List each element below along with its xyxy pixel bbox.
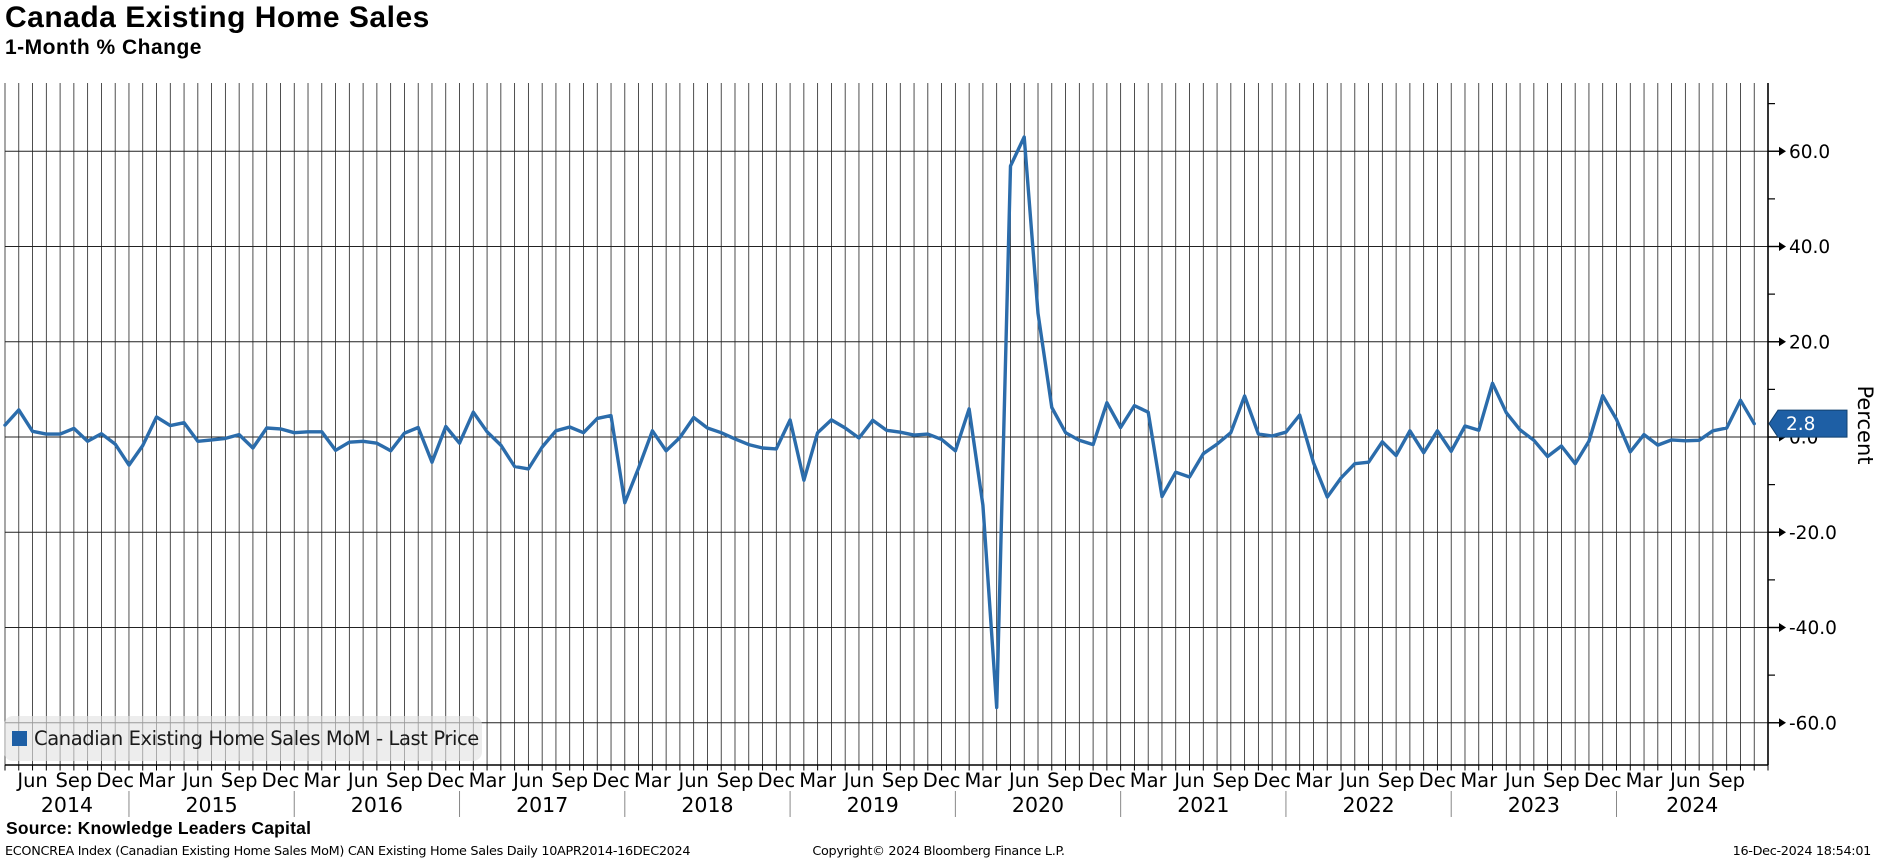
series-line xyxy=(3,135,1756,710)
svg-text:Sep: Sep xyxy=(717,769,754,792)
svg-text:-20.0: -20.0 xyxy=(1789,523,1837,544)
footer-timestamp: 16-Dec-2024 18:54:01 xyxy=(1732,844,1872,859)
svg-text:Jun: Jun xyxy=(842,769,874,792)
svg-text:40.0: 40.0 xyxy=(1789,237,1830,258)
svg-text:Mar: Mar xyxy=(469,769,507,792)
year-dividers xyxy=(128,791,1617,817)
svg-text:Dec: Dec xyxy=(592,769,630,792)
svg-text:Mar: Mar xyxy=(1295,769,1333,792)
svg-text:2023: 2023 xyxy=(1508,793,1560,817)
svg-text:Dec: Dec xyxy=(1253,769,1291,792)
svg-text:Jun: Jun xyxy=(1503,769,1535,792)
svg-text:Sep: Sep xyxy=(1378,769,1415,792)
last-price-flag: 2.8 xyxy=(1768,409,1848,438)
svg-text:Sep: Sep xyxy=(386,769,423,792)
svg-text:Jun: Jun xyxy=(1338,769,1370,792)
svg-text:Mar: Mar xyxy=(799,769,837,792)
page-title: Canada Existing Home Sales xyxy=(5,1,430,34)
x-axis xyxy=(4,764,1769,771)
svg-text:2015: 2015 xyxy=(186,793,238,817)
svg-text:Jun: Jun xyxy=(15,769,47,792)
svg-text:Sep: Sep xyxy=(1212,769,1249,792)
svg-text:Dec: Dec xyxy=(757,769,795,792)
svg-text:2022: 2022 xyxy=(1342,793,1394,817)
svg-text:Mar: Mar xyxy=(1130,769,1168,792)
svg-text:Jun: Jun xyxy=(1668,769,1700,792)
svg-text:Dec: Dec xyxy=(923,769,961,792)
svg-text:Jun: Jun xyxy=(676,769,708,792)
svg-text:2014: 2014 xyxy=(41,793,93,817)
svg-text:Jun: Jun xyxy=(511,769,543,792)
svg-text:2017: 2017 xyxy=(516,793,568,817)
svg-text:Mar: Mar xyxy=(303,769,341,792)
svg-text:2020: 2020 xyxy=(1012,793,1064,817)
chart-subtitle: 1-Month % Change xyxy=(5,36,202,59)
svg-text:Dec: Dec xyxy=(427,769,465,792)
svg-text:Sep: Sep xyxy=(551,769,588,792)
x-tick-labels: Jun Sep Dec Mar Jun Sep Dec Mar Jun Sep Dec Mar Jun S… xyxy=(15,769,1745,792)
svg-text:Sep: Sep xyxy=(1543,769,1580,792)
svg-text:2019: 2019 xyxy=(847,793,899,817)
svg-text:Sep: Sep xyxy=(1708,769,1745,792)
year-labels: 2014 2015 2016 2017 2018 2019 2020 2021 2022 2023… xyxy=(41,793,1718,817)
legend-series-label: Canadian Existing Home Sales MoM - Last … xyxy=(34,727,479,750)
svg-text:Sep: Sep xyxy=(221,769,258,792)
svg-text:Jun: Jun xyxy=(346,769,378,792)
svg-text:2018: 2018 xyxy=(681,793,733,817)
svg-text:Jun: Jun xyxy=(1007,769,1039,792)
svg-text:2.8: 2.8 xyxy=(1786,414,1815,435)
source-note: Source: Knowledge Leaders Capital xyxy=(6,818,312,838)
y-axis-title: Percent xyxy=(1853,385,1877,464)
svg-text:20.0: 20.0 xyxy=(1789,332,1830,353)
svg-text:Mar: Mar xyxy=(634,769,672,792)
svg-text:-40.0: -40.0 xyxy=(1789,618,1837,639)
svg-text:Mar: Mar xyxy=(1460,769,1498,792)
svg-text:60.0: 60.0 xyxy=(1789,142,1830,163)
svg-text:Mar: Mar xyxy=(965,769,1003,792)
svg-text:Jun: Jun xyxy=(1172,769,1204,792)
svg-text:Dec: Dec xyxy=(1584,769,1622,792)
svg-text:Sep: Sep xyxy=(55,769,92,792)
horizontal-gridlines xyxy=(5,150,1768,724)
svg-text:Dec: Dec xyxy=(1088,769,1126,792)
svg-text:Dec: Dec xyxy=(96,769,134,792)
svg-text:Sep: Sep xyxy=(1047,769,1084,792)
svg-text:2024: 2024 xyxy=(1666,793,1718,817)
footer-security-description: ECONCREA Index (Canadian Existing Home S… xyxy=(5,844,691,859)
svg-text:Dec: Dec xyxy=(1419,769,1457,792)
svg-text:2021: 2021 xyxy=(1177,793,1229,817)
svg-text:-60.0: -60.0 xyxy=(1789,713,1837,734)
svg-text:Mar: Mar xyxy=(1626,769,1664,792)
vertical-gridlines xyxy=(4,83,1769,765)
legend-series-marker-icon xyxy=(12,731,27,746)
svg-text:2016: 2016 xyxy=(351,793,403,817)
legend: Canadian Existing Home Sales MoM - Last … xyxy=(4,716,482,761)
svg-text:Jun: Jun xyxy=(181,769,213,792)
svg-text:Sep: Sep xyxy=(882,769,919,792)
svg-text:Mar: Mar xyxy=(138,769,176,792)
svg-text:Dec: Dec xyxy=(262,769,300,792)
